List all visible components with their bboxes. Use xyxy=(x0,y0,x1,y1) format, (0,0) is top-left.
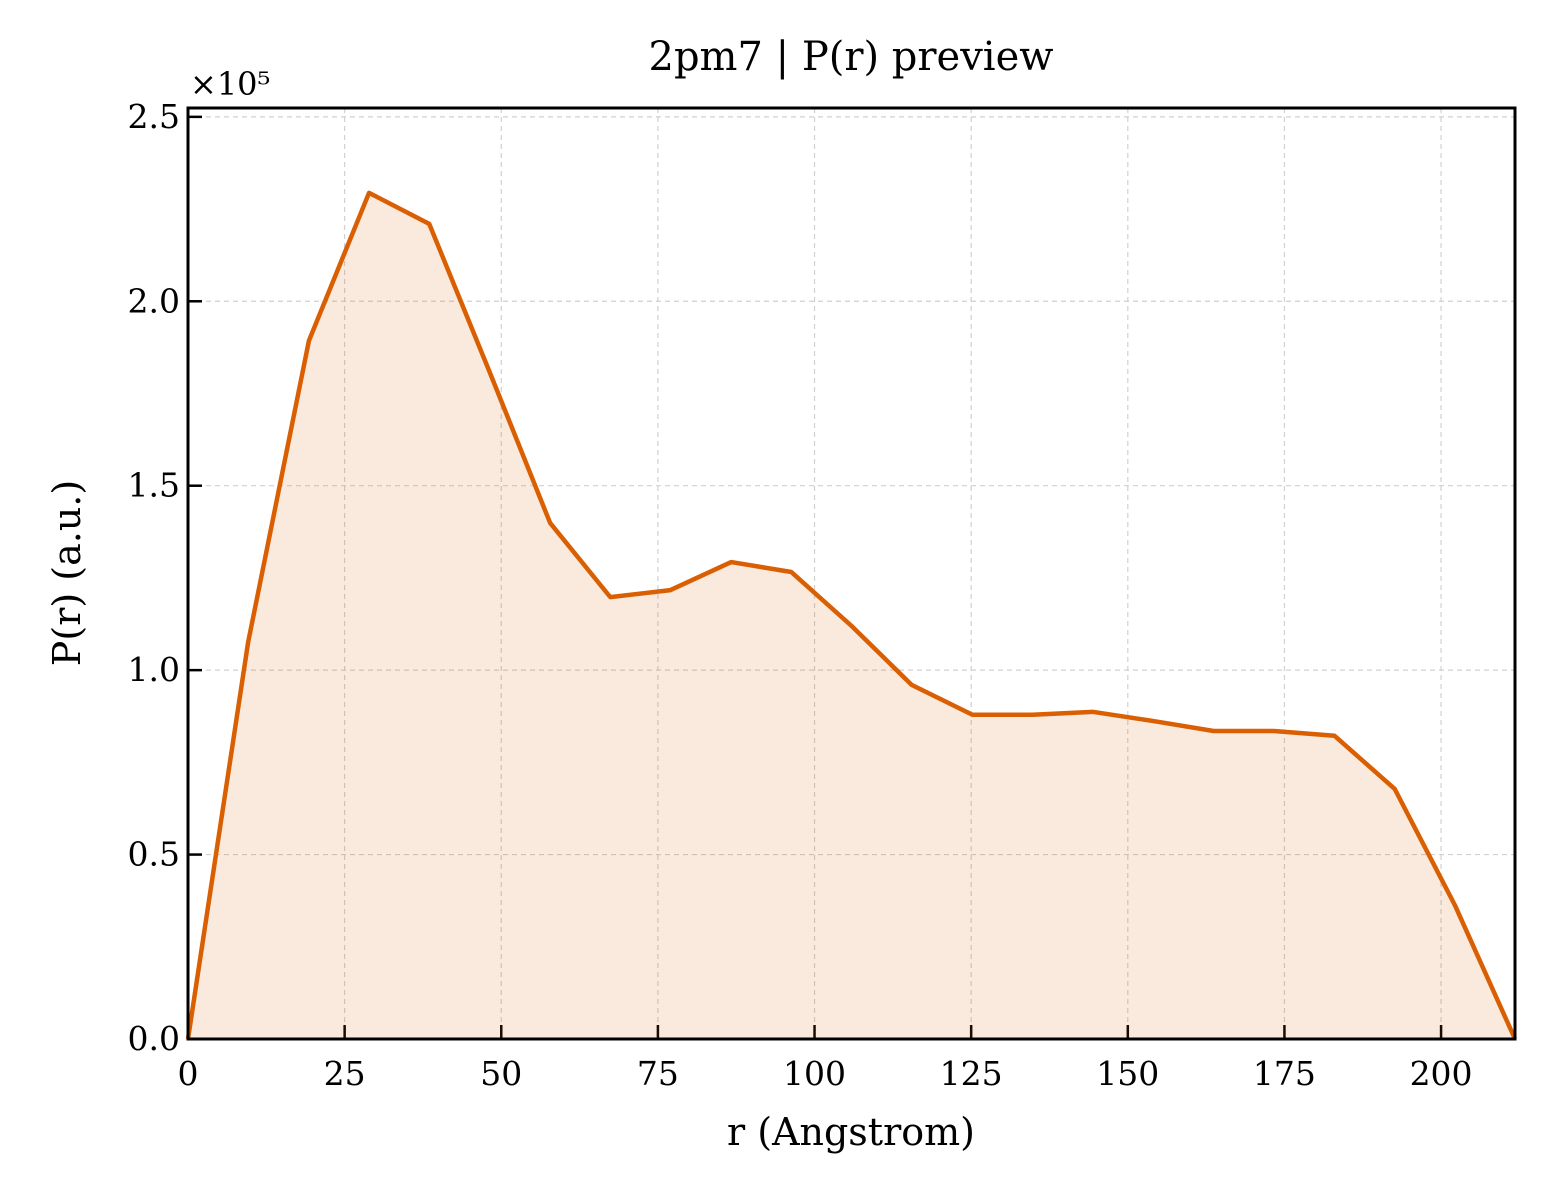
x-tick-label: 150 xyxy=(1096,1054,1159,1093)
line xyxy=(185,190,1518,1040)
plot-frame xyxy=(186,106,1517,1041)
x-tick-label: 25 xyxy=(324,1054,366,1093)
area xyxy=(188,192,1515,1040)
y-tick-label: 0.5 xyxy=(128,835,180,874)
y-tick-label: 0.0 xyxy=(128,1019,180,1058)
y-tick-label: 1.0 xyxy=(128,650,180,689)
offset-text: ×10⁵ xyxy=(190,65,270,103)
chart-title: 2pm7 | P(r) preview xyxy=(649,34,1054,80)
x-tick-label: 0 xyxy=(178,1054,199,1093)
x-tick-label: 125 xyxy=(940,1054,1003,1093)
y-axis-label: P(r) (a.u.) xyxy=(45,480,89,666)
x-tick-label: 75 xyxy=(637,1054,679,1093)
y-tick-label: 2.5 xyxy=(128,97,180,136)
x-tick-label: 100 xyxy=(783,1054,846,1093)
x-tick-label: 50 xyxy=(480,1054,522,1093)
y-tick-label: 1.5 xyxy=(128,466,180,505)
y-tick-label: 2.0 xyxy=(128,281,180,320)
x-tick-label: 175 xyxy=(1253,1054,1316,1093)
x-tick-label: 200 xyxy=(1410,1054,1473,1093)
x-axis-label: r (Angstrom) xyxy=(727,1110,975,1154)
